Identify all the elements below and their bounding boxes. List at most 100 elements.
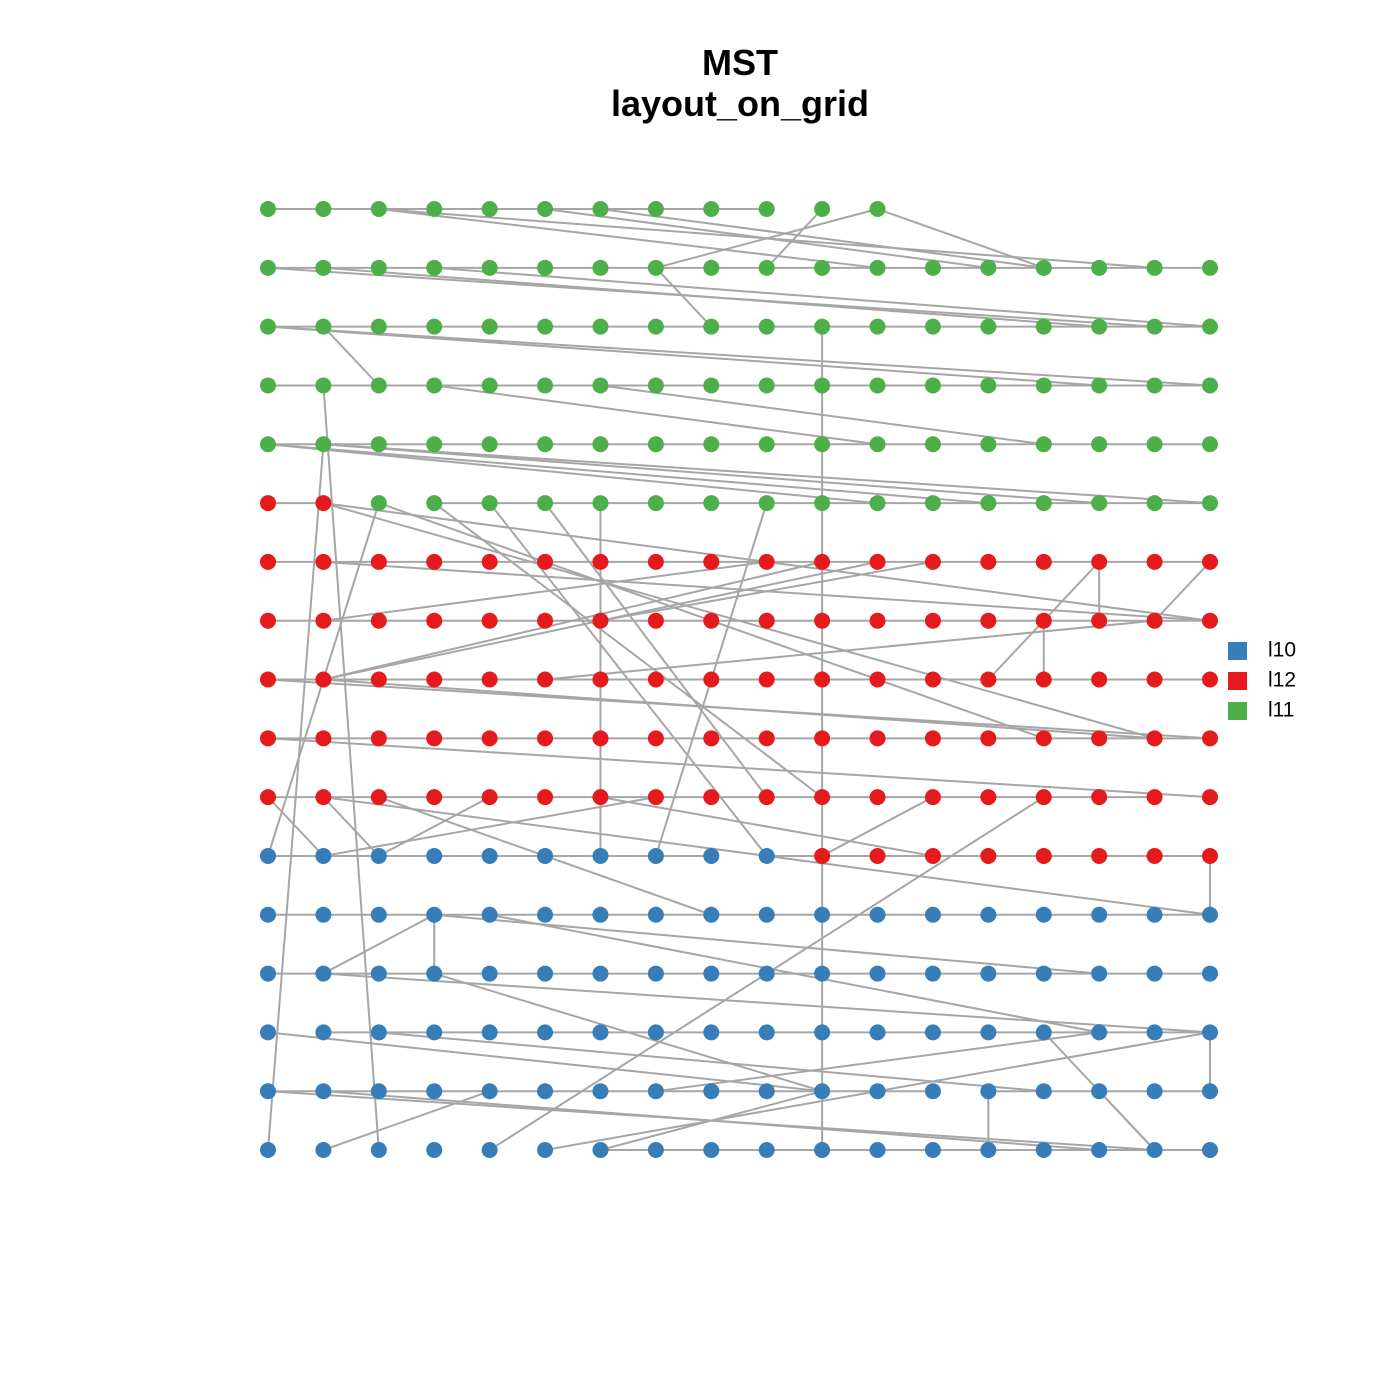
legend-label: l12	[1268, 669, 1296, 692]
node	[924, 318, 941, 335]
node	[758, 495, 775, 512]
node	[315, 612, 332, 629]
node	[426, 436, 443, 453]
node	[924, 259, 941, 276]
node	[758, 612, 775, 629]
node	[315, 377, 332, 394]
node	[647, 377, 664, 394]
node	[315, 201, 332, 217]
node	[260, 318, 276, 335]
node	[924, 1083, 941, 1100]
node	[1091, 965, 1108, 982]
node	[537, 1142, 554, 1158]
nodes	[260, 201, 1218, 1158]
node	[260, 789, 276, 806]
node	[592, 436, 609, 453]
node	[869, 1083, 886, 1100]
node	[481, 377, 498, 394]
node	[481, 436, 498, 453]
node	[370, 789, 387, 806]
node	[260, 730, 276, 747]
node	[980, 965, 997, 982]
node	[1035, 612, 1052, 629]
node	[1146, 671, 1163, 688]
node	[537, 377, 554, 394]
node	[758, 671, 775, 688]
node	[370, 612, 387, 629]
node	[592, 259, 609, 276]
node	[537, 318, 554, 335]
node	[869, 730, 886, 747]
edge	[433, 972, 823, 1093]
node	[315, 965, 332, 982]
node	[814, 1083, 831, 1100]
subtitle: layout_on_grid	[611, 83, 869, 124]
node	[537, 847, 554, 864]
edge	[267, 443, 989, 505]
node	[1035, 730, 1052, 747]
title: MST	[702, 42, 778, 83]
node	[869, 1024, 886, 1041]
node	[1091, 730, 1108, 747]
node	[647, 1024, 664, 1041]
node	[592, 1142, 609, 1158]
node	[703, 553, 720, 570]
node	[1202, 847, 1218, 864]
edge	[877, 208, 1045, 269]
node	[1091, 612, 1108, 629]
node	[1035, 906, 1052, 923]
node	[592, 553, 609, 570]
edge	[433, 502, 823, 798]
node	[1091, 1142, 1108, 1158]
edge	[323, 560, 823, 681]
node	[481, 965, 498, 982]
node	[980, 671, 997, 688]
node	[758, 847, 775, 864]
node	[647, 730, 664, 747]
node	[537, 1083, 554, 1100]
node	[814, 965, 831, 982]
node	[260, 965, 276, 982]
node	[980, 377, 997, 394]
node	[1146, 965, 1163, 982]
edge	[544, 502, 768, 798]
node	[1146, 495, 1163, 512]
node	[315, 1142, 332, 1158]
node	[758, 1142, 775, 1158]
edge	[267, 678, 1211, 740]
node	[426, 495, 443, 512]
node	[924, 965, 941, 982]
node	[647, 436, 664, 453]
node	[647, 495, 664, 512]
node	[592, 612, 609, 629]
node	[370, 259, 387, 276]
node	[647, 612, 664, 629]
node	[647, 1083, 664, 1100]
node	[315, 495, 332, 512]
node	[592, 1083, 609, 1100]
edge	[434, 266, 1211, 328]
node	[1202, 671, 1218, 688]
node	[260, 495, 276, 512]
node	[1202, 1024, 1218, 1041]
node	[537, 612, 554, 629]
node	[370, 436, 387, 453]
node	[814, 847, 831, 864]
node	[703, 201, 720, 217]
edge	[267, 1031, 823, 1093]
node	[980, 1083, 997, 1100]
node	[537, 789, 554, 806]
node	[481, 671, 498, 688]
node	[924, 553, 941, 570]
node	[924, 377, 941, 394]
node	[869, 847, 886, 864]
node	[370, 730, 387, 747]
node	[592, 495, 609, 512]
node	[1091, 553, 1108, 570]
node	[592, 201, 609, 217]
node	[260, 671, 276, 688]
node	[592, 789, 609, 806]
node	[647, 1142, 664, 1158]
node	[814, 730, 831, 747]
node	[814, 318, 831, 335]
